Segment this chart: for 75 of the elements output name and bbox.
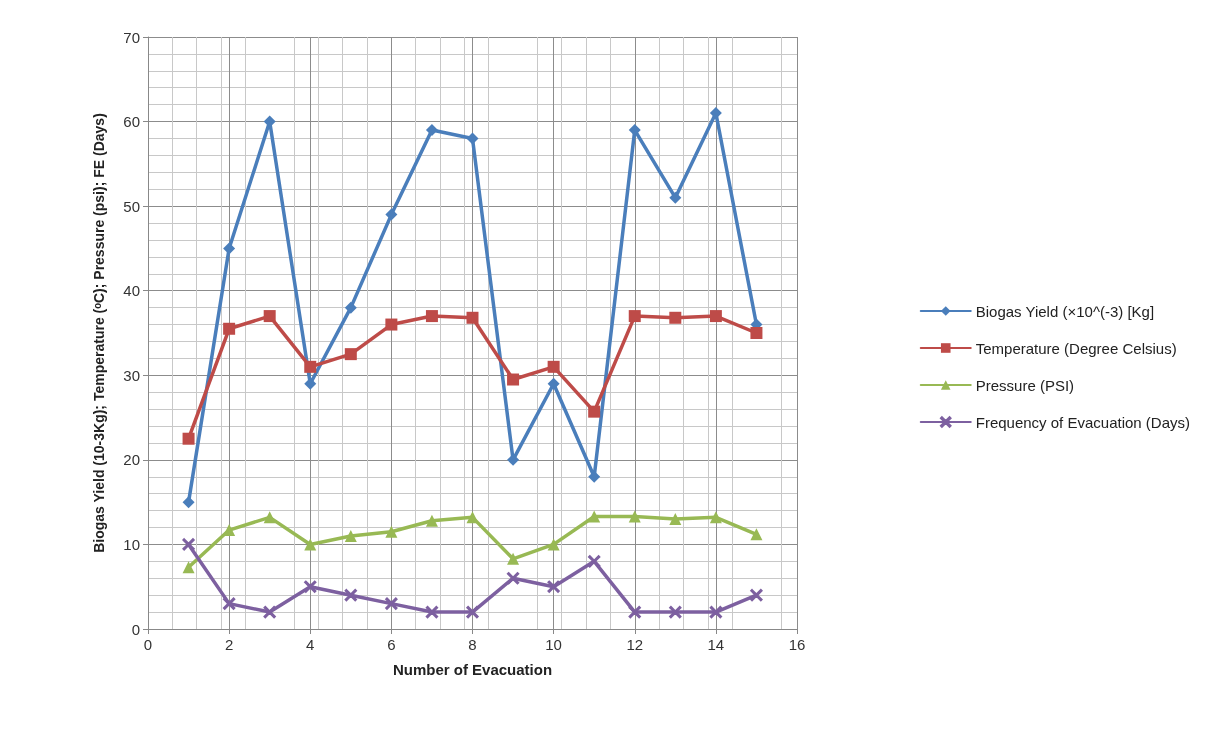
- point: [182, 561, 195, 574]
- x-tick-label: 14: [707, 636, 725, 653]
- point: [628, 605, 641, 619]
- point: [709, 605, 723, 619]
- y-tick-label: 60: [123, 113, 140, 131]
- point: [507, 552, 520, 565]
- point: [547, 580, 560, 593]
- legend-label: Pressure (PSI): [975, 376, 1075, 394]
- point: [750, 528, 763, 541]
- point: [304, 360, 317, 373]
- point: [547, 538, 560, 551]
- point: [304, 538, 317, 551]
- x-tick-label: 16: [788, 636, 806, 653]
- point: [344, 301, 357, 314]
- point: [466, 605, 479, 619]
- y-tick-label: 20: [123, 451, 140, 469]
- point: [344, 588, 358, 602]
- point: [669, 311, 682, 324]
- point: [507, 373, 520, 386]
- point: [223, 242, 236, 255]
- point: [182, 496, 195, 509]
- point: [344, 348, 357, 361]
- x-tick-label: 6: [387, 636, 396, 653]
- point: [182, 432, 195, 445]
- point: [385, 597, 398, 610]
- x-tick-label: 10: [545, 636, 562, 653]
- point: [425, 310, 438, 323]
- point: [222, 597, 236, 610]
- point: [344, 529, 357, 542]
- point: [628, 510, 641, 523]
- point: [588, 510, 601, 523]
- point: [547, 360, 560, 373]
- x-tick-label: 0: [143, 636, 153, 653]
- point: [709, 107, 722, 120]
- y-tick-label: 50: [123, 197, 140, 215]
- point: [709, 511, 722, 524]
- point: [263, 310, 276, 323]
- y-tick-label: 40: [123, 282, 140, 300]
- point: [425, 605, 439, 619]
- point: [588, 405, 601, 418]
- point: [669, 605, 682, 619]
- point: [425, 124, 438, 137]
- x-tick-label: 8: [468, 636, 477, 653]
- y-tick-label: 10: [123, 535, 140, 553]
- legend-label: Biogas Yield (×10^(-3) [Kg]: [975, 302, 1155, 320]
- y-axis-title: Biogas Yield (10-3Kg); Temperature (ᵒC); Pressure (psi); FE (Days): [91, 113, 107, 553]
- point: [750, 327, 763, 339]
- point: [750, 588, 763, 602]
- point: [223, 322, 236, 335]
- point: [506, 572, 520, 585]
- point: [547, 377, 560, 390]
- y-tick-label: 70: [123, 28, 140, 46]
- point: [425, 514, 438, 527]
- point: [709, 310, 722, 323]
- point: [385, 525, 398, 538]
- point: [385, 318, 398, 331]
- point: [466, 311, 479, 324]
- point: [263, 511, 276, 524]
- point: [385, 208, 398, 221]
- point: [587, 555, 601, 568]
- x-tick-label: 4: [306, 636, 315, 653]
- point: [263, 605, 276, 619]
- point: [669, 513, 682, 526]
- x-tick-label: 2: [224, 636, 234, 653]
- y-tick-label: 0: [131, 620, 140, 638]
- x-axis-title: Number of Evacuation: [392, 661, 553, 678]
- y-tick-label: 30: [123, 366, 140, 384]
- x-tick-label: 12: [626, 636, 644, 653]
- point: [182, 538, 195, 551]
- point: [466, 132, 479, 145]
- point: [669, 191, 682, 204]
- point: [628, 310, 641, 323]
- legend-label: Frequency of Evacuation (Days): [975, 413, 1190, 431]
- legend-label: Temperature (Degree Celsius): [975, 339, 1177, 357]
- point: [304, 580, 317, 593]
